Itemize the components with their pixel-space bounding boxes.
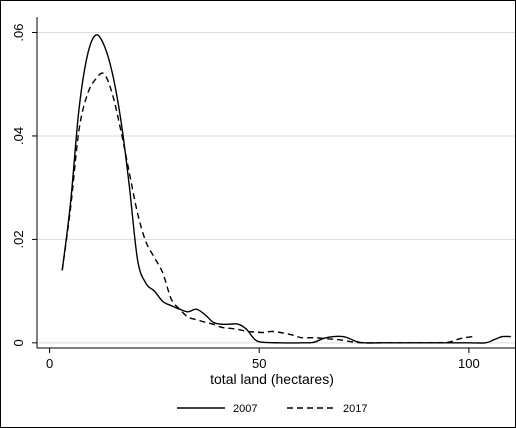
y-tick-label: .04 (11, 127, 26, 145)
y-axis-ticks: 0 .02 .04 .06 (11, 23, 37, 346)
legend-label-2007: 2007 (233, 403, 257, 415)
gridlines (37, 32, 515, 344)
series-lines (61, 34, 511, 344)
legend: 2007 2017 (177, 403, 367, 415)
x-axis-title: total land (hectares) (210, 371, 334, 387)
x-tick-label: 50 (252, 356, 266, 371)
series-line-2017 (61, 72, 474, 344)
y-tick-label: .02 (11, 230, 26, 248)
x-tick-label: 0 (46, 356, 53, 371)
series-line-2007 (61, 34, 511, 344)
x-axis-ticks: 0 50 100 (46, 348, 480, 371)
y-tick-label: .06 (11, 23, 26, 41)
x-tick-label: 100 (458, 356, 480, 371)
legend-label-2017: 2017 (343, 403, 367, 415)
axes (36, 17, 515, 349)
y-tick-label: 0 (11, 339, 26, 346)
